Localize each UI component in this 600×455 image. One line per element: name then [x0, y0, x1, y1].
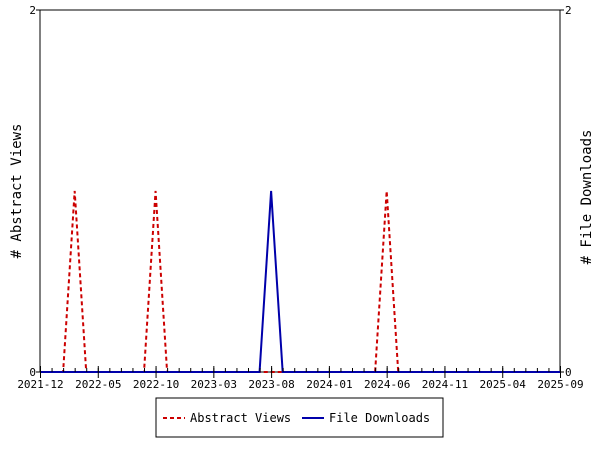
x-tick-label: 2022-05 [75, 378, 121, 391]
x-tick-label: 2023-08 [248, 378, 294, 391]
x-tick-label: 2025-09 [537, 378, 583, 391]
y-right-tick-label: 2 [565, 4, 572, 17]
x-tick-label: 2025-04 [480, 378, 527, 391]
y-left-tick-label: 0 [29, 366, 36, 379]
legend: Abstract Views File Downloads [156, 398, 443, 437]
legend-label-file-downloads: File Downloads [329, 411, 430, 425]
x-tick-label: 2024-11 [422, 378, 468, 391]
plot-area [40, 10, 560, 372]
x-tick-label: 2023-03 [191, 378, 237, 391]
legend-label-abstract-views: Abstract Views [190, 411, 291, 425]
y-left-tick-label: 2 [29, 4, 36, 17]
y-left-axis-title: # Abstract Views [9, 124, 25, 259]
x-tick-label: 2024-06 [364, 378, 410, 391]
y-right-tick-label: 0 [565, 366, 572, 379]
plot-frame [40, 10, 560, 372]
x-tick-label: 2022-10 [133, 378, 179, 391]
x-tick-label: 2021-12 [17, 378, 63, 391]
y-right-axis-title: # File Downloads [579, 130, 595, 265]
x-tick-label: 2024-01 [306, 378, 352, 391]
